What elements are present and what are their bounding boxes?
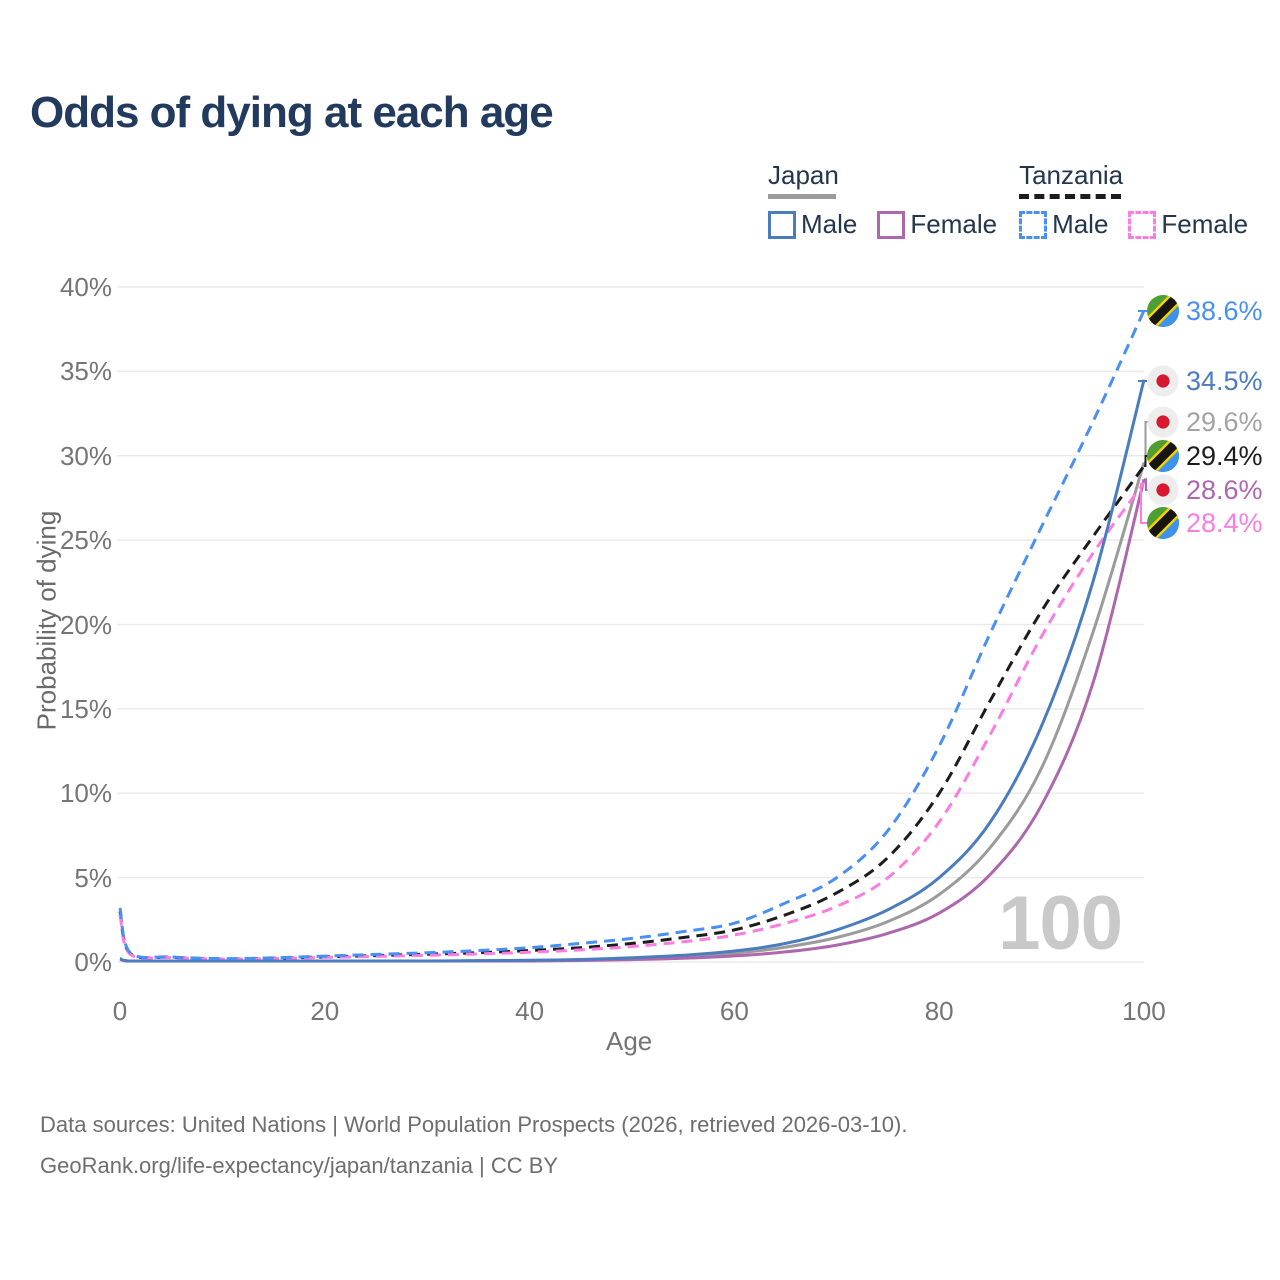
age-counter-watermark: 100 <box>998 881 1123 966</box>
japan-flag-icon <box>1147 474 1179 506</box>
footer: Data sources: United Nations | World Pop… <box>40 1104 907 1186</box>
legend: Japan Male Female Tanzania Male Female <box>768 160 1248 240</box>
japan-flag-icon <box>1147 406 1179 438</box>
series-end-label: 34.5% <box>1147 365 1263 397</box>
legend-group-tanzania-label: Tanzania <box>1019 160 1124 190</box>
attribution-line: GeoRank.org/life-expectancy/japan/tanzan… <box>40 1153 559 1178</box>
series-line-tanzania <box>118 465 1146 961</box>
end-label-value: 38.6% <box>1186 295 1263 326</box>
y-tick-label: 0% <box>74 947 112 977</box>
x-tick-label: 0 <box>112 996 128 1026</box>
data-source-line: Data sources: United Nations | World Pop… <box>40 1112 908 1137</box>
x-tick-label: 80 <box>924 996 954 1026</box>
series-end-label: 38.6% <box>1147 295 1263 327</box>
y-tick-label: 15% <box>59 693 112 724</box>
y-tick-label: 30% <box>59 440 112 471</box>
tanzania-flag-icon <box>1147 507 1179 539</box>
end-label-value: 29.6% <box>1186 406 1263 437</box>
tanzania-male-swatch-icon <box>1019 210 1048 239</box>
tanzania-flag-icon <box>1147 295 1179 327</box>
end-label-value: 29.4% <box>1186 440 1263 471</box>
end-label-value: 28.4% <box>1186 507 1263 538</box>
end-label-value: 28.6% <box>1186 474 1263 505</box>
legend-item-japan-female[interactable]: Female <box>877 209 997 240</box>
x-tick-label: 100 <box>1122 996 1166 1026</box>
series-line-japan-male <box>119 379 1146 963</box>
series-end-label: 29.6% <box>1147 406 1263 438</box>
legend-item-tanzania-female[interactable]: Female <box>1128 209 1248 240</box>
tanzania-flag-icon <box>1147 440 1179 472</box>
japan-male-swatch-icon <box>768 210 796 239</box>
japan-line-swatch <box>768 194 836 199</box>
tanzania-line-swatch <box>1019 194 1122 199</box>
x-tick-label: 60 <box>719 996 749 1026</box>
y-tick-label: 25% <box>59 525 112 556</box>
leader-line <box>1144 455 1148 467</box>
series-end-label: 28.6% <box>1147 474 1263 506</box>
legend-group-japan-label: Japan <box>768 160 839 190</box>
leader-line <box>1144 478 1148 491</box>
japan-female-swatch-icon <box>877 210 906 239</box>
legend-item-label: Male <box>1052 209 1109 239</box>
series-line-tanzania-male <box>118 309 1146 961</box>
legend-group-tanzania: Tanzania Male Female <box>1019 160 1248 240</box>
leader-line <box>1140 482 1148 524</box>
x-axis-title: Age <box>606 1026 653 1056</box>
y-tick-label: 20% <box>59 609 112 640</box>
y-tick-label: 35% <box>59 356 112 387</box>
y-tick-label: 40% <box>59 272 112 302</box>
y-tick-label: 5% <box>74 862 112 893</box>
legend-item-label: Female <box>910 209 998 239</box>
x-tick-label: 20 <box>310 996 340 1026</box>
legend-group-japan: Japan Male Female <box>768 160 997 240</box>
tanzania-female-swatch-icon <box>1128 210 1157 239</box>
legend-item-tanzania-male[interactable]: Male <box>1019 209 1108 240</box>
x-tick-label: 40 <box>515 996 545 1026</box>
japan-flag-icon <box>1147 365 1179 397</box>
legend-item-label: Female <box>1161 209 1249 239</box>
legend-item-japan-male[interactable]: Male <box>768 209 857 240</box>
series-line-tanzania-female <box>118 481 1146 961</box>
y-tick-label: 10% <box>59 778 112 809</box>
page-title: Odds of dying at each age <box>30 88 554 137</box>
series-end-label: 29.4% <box>1147 440 1263 472</box>
end-label-value: 34.5% <box>1186 365 1263 396</box>
series-end-label: 28.4% <box>1147 507 1263 539</box>
legend-item-label: Male <box>801 209 858 239</box>
